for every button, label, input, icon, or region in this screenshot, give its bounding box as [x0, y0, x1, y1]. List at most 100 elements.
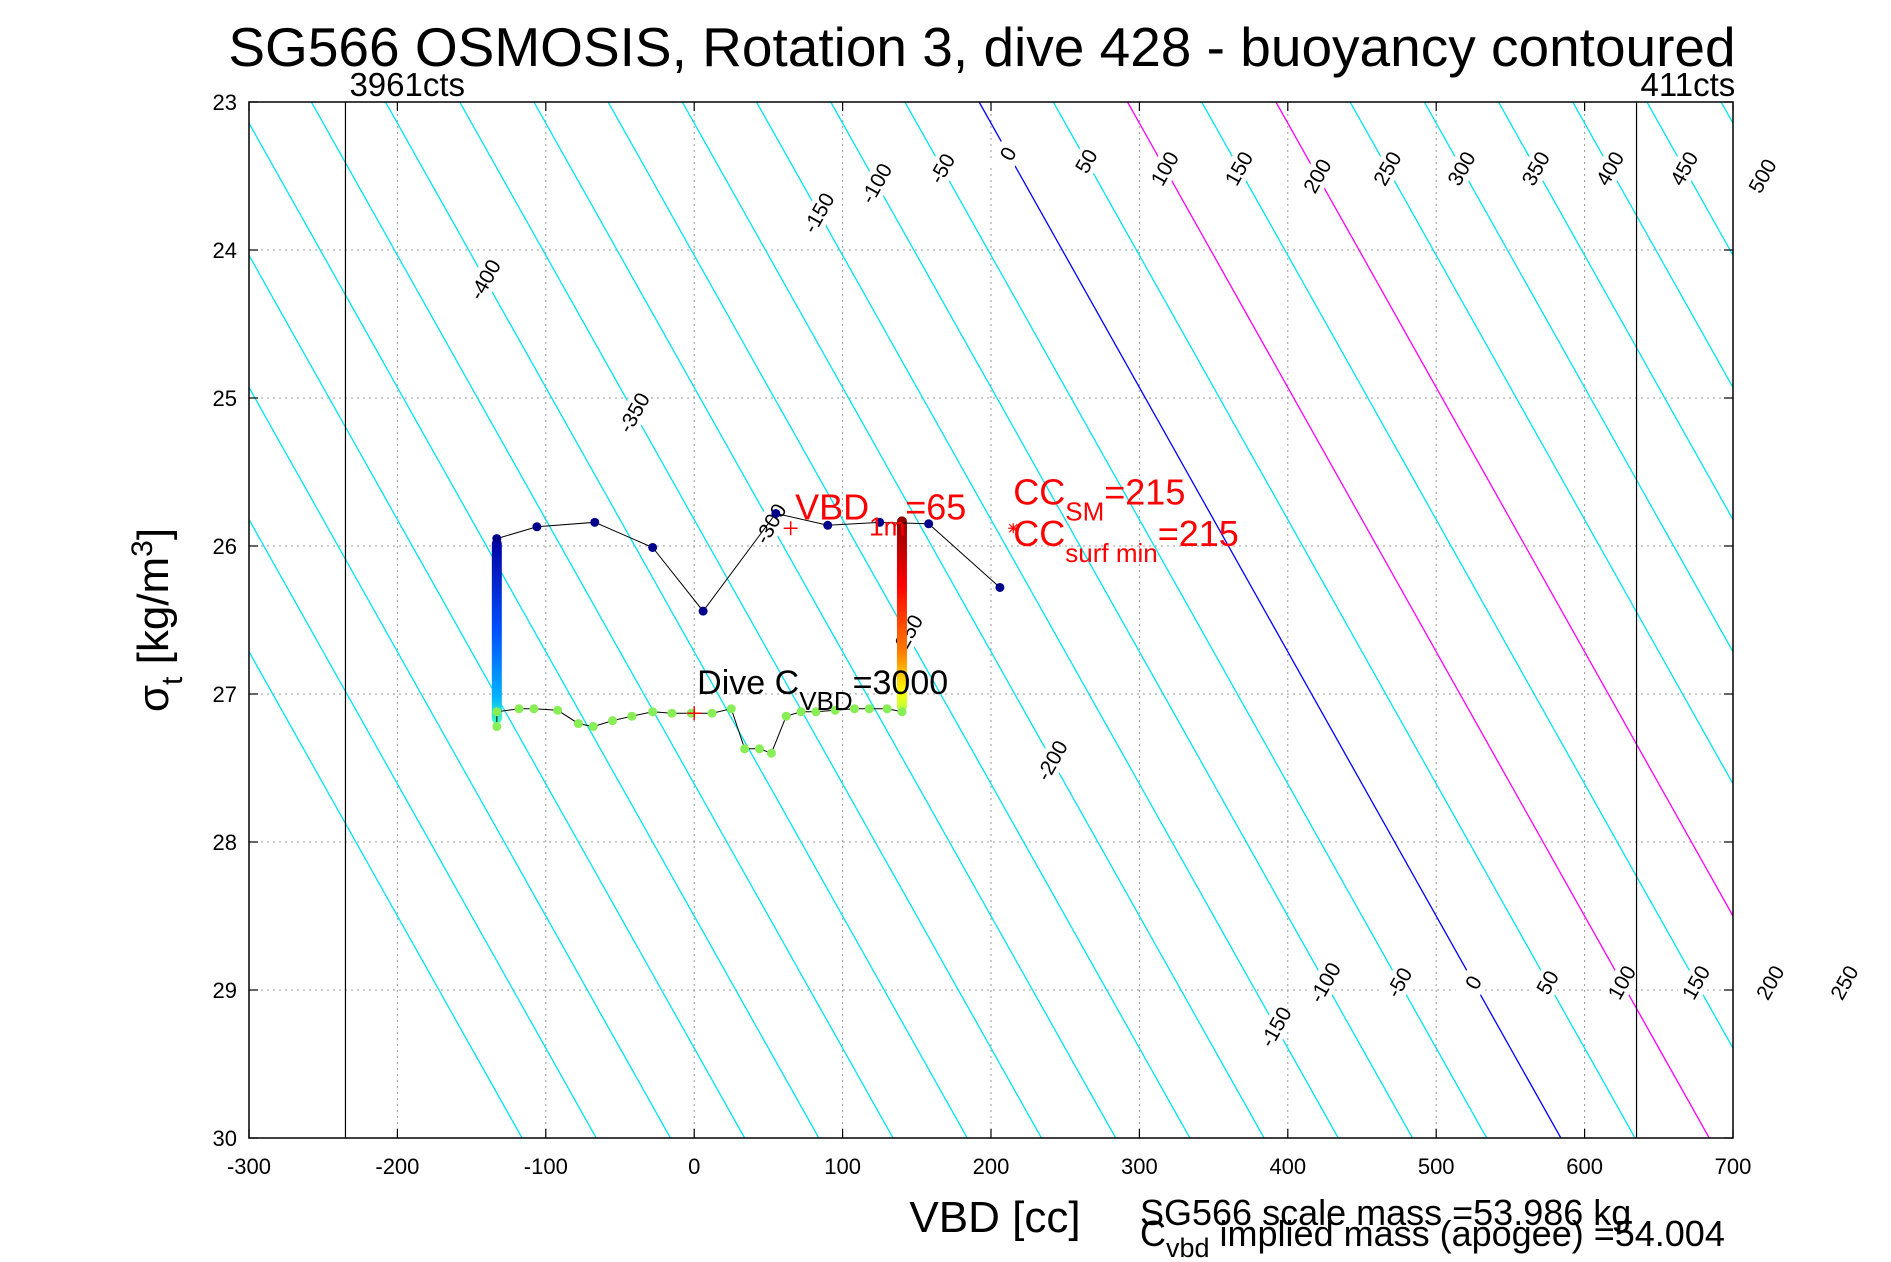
- climb-point: [590, 517, 600, 527]
- dive-point: [573, 719, 583, 729]
- contour-line: [249, 650, 523, 1138]
- x-tick-label: 100: [824, 1154, 861, 1179]
- climb-point: [924, 519, 934, 529]
- contour-label: 150: [1678, 962, 1715, 1004]
- vbd-1m-label-main: VBD: [795, 486, 869, 527]
- contour-label: -250: [887, 611, 928, 659]
- vbd-1m-marker: [783, 521, 798, 536]
- contour-label-bg: [1528, 961, 1568, 1005]
- contour-line: [1423, 102, 1733, 654]
- y-tick-label: 25: [213, 386, 237, 411]
- dive-point: [492, 722, 502, 732]
- contour-label-bg: [1454, 961, 1493, 1005]
- contour-line: [1052, 102, 1636, 1138]
- climb-point: [995, 582, 1005, 592]
- contour-label: 400: [1592, 148, 1629, 190]
- contour-label-bg: [799, 191, 839, 235]
- contour-label-bg: [923, 147, 962, 191]
- y-axis-ticks: 23 24 25 26 27 28 29 30: [213, 90, 1733, 1151]
- contour-line: [249, 518, 597, 1138]
- dive-point: [830, 705, 840, 715]
- contour-label: 200: [1752, 962, 1789, 1004]
- vbd-1m-label-value: =65: [905, 486, 966, 527]
- contour-label: 250: [1369, 148, 1406, 190]
- scale-mass-note: SG566 scale mass =53.986 kg: [1140, 1192, 1631, 1233]
- cc-surf-min-label: CCsurf min=215: [1013, 513, 1239, 568]
- dive-point: [849, 704, 859, 714]
- x-tick-label: -300: [227, 1154, 271, 1179]
- contour-label-bg: [1751, 961, 1790, 1005]
- x-tick-label: 0: [688, 1154, 700, 1179]
- contour-label-bg: [1516, 147, 1556, 191]
- contour-label-bg: [1442, 147, 1482, 191]
- y-tick-label: 28: [213, 830, 237, 855]
- contour-line: [1497, 102, 1733, 521]
- y-tick-label: 29: [213, 978, 237, 1003]
- contour-label-bg: [1676, 961, 1716, 1005]
- climb-point: [771, 508, 781, 518]
- x-tick-label: 400: [1269, 1154, 1306, 1179]
- dive-point: [726, 704, 736, 714]
- dive-point: [707, 708, 717, 718]
- x-tick-label: 500: [1418, 1154, 1455, 1179]
- dive-point: [740, 744, 750, 754]
- dive-point: [754, 744, 764, 754]
- contour-line: [249, 121, 820, 1138]
- climb-point: [698, 606, 708, 616]
- data-series: [491, 508, 1005, 758]
- contour-line: [310, 102, 894, 1138]
- contour-label-bg: [465, 258, 505, 302]
- dive-c-vbd-label: Dive CVBD=3000: [697, 664, 948, 716]
- implied-mass-value: implied mass (apogee) =54.004: [1210, 1213, 1725, 1254]
- contour-line: [384, 102, 968, 1138]
- implied-mass-sub: vbd: [1166, 1233, 1210, 1262]
- contour-label: -400: [465, 256, 506, 304]
- contour-label-bg: [1032, 739, 1072, 783]
- contour-label: -350: [614, 389, 655, 437]
- contour-label: -100: [1305, 959, 1346, 1007]
- contour-label-bg: [1145, 147, 1185, 191]
- cc-marker: [1008, 523, 1019, 534]
- contour-label: 100: [1604, 962, 1641, 1004]
- dive-point: [766, 748, 776, 758]
- contour-label: -150: [799, 189, 840, 237]
- contour-lines: [249, 102, 1733, 1138]
- contour-label: 350: [1518, 148, 1555, 190]
- y-axis-label-sup: 3: [126, 540, 159, 557]
- dive-c-vbd-label-sub: VBD: [799, 686, 852, 716]
- contour-line: [978, 102, 1562, 1138]
- contour-line: [830, 102, 1414, 1138]
- contour-label-bg: [614, 391, 654, 435]
- y-axis-label-base: σ: [129, 685, 178, 712]
- contour-label: -200: [1032, 737, 1073, 785]
- dive-point: [648, 707, 658, 717]
- contour-label: 150: [1221, 148, 1258, 190]
- climb-point: [648, 542, 658, 552]
- contour-label-bg: [1825, 961, 1864, 1005]
- contour-label-bg: [1602, 961, 1642, 1005]
- x-axis-label: VBD [cc]: [909, 1193, 1080, 1242]
- dive-point: [864, 704, 874, 714]
- contour-label-bg: [1380, 961, 1419, 1005]
- contour-label-bg: [988, 132, 1028, 176]
- contour-line: [1201, 102, 1733, 1050]
- y-tick-label: 27: [213, 682, 237, 707]
- contour-line: [1349, 102, 1733, 786]
- contour-label: 500: [1745, 155, 1782, 197]
- dive-point: [796, 707, 806, 717]
- contour-line: [249, 253, 746, 1138]
- cc-sm-label-sub: SM: [1065, 497, 1104, 527]
- dive-point: [897, 707, 907, 717]
- dive-point: [529, 704, 539, 714]
- climb-point: [823, 520, 833, 530]
- x-axis-ticks: -300 -200 -100 0 100 200 300 400 500 600 700: [227, 102, 1751, 1179]
- contour-label: 450: [1666, 148, 1703, 190]
- contour-label-bg: [1368, 147, 1407, 191]
- climb-profile-line: [496, 512, 1001, 612]
- contour-line: [1275, 102, 1733, 918]
- dive-c-vbd-label-value: =3000: [853, 664, 949, 702]
- contour-line: [1572, 102, 1733, 389]
- contour-label-bg: [1219, 147, 1259, 191]
- count-line-label: 3961cts: [349, 66, 465, 103]
